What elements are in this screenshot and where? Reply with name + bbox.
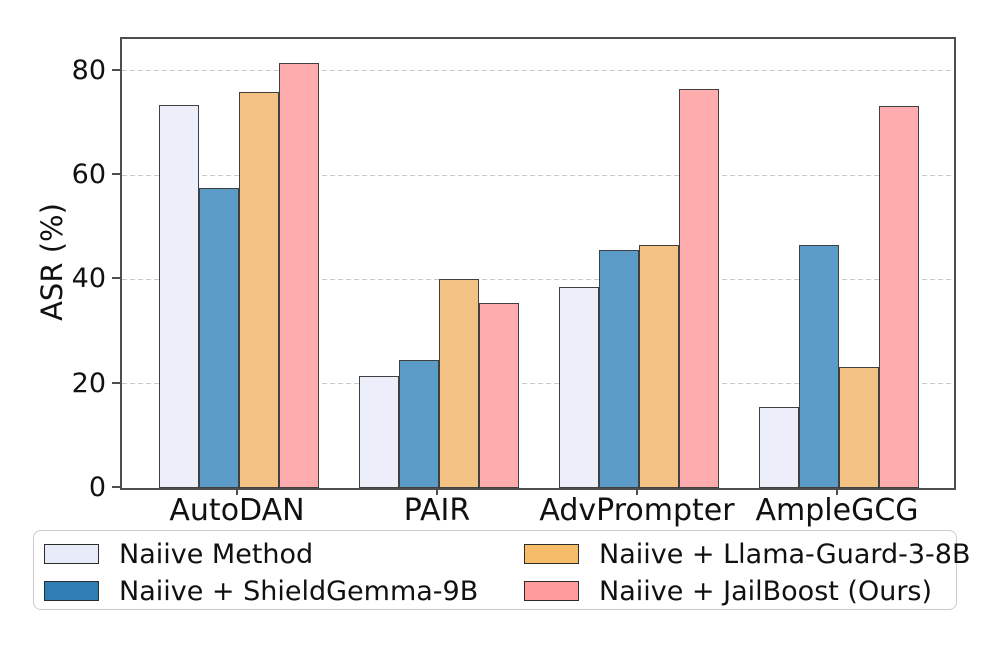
bar-pair-naiive-llama-guard-3-8b — [439, 279, 479, 488]
plot-area — [120, 37, 956, 490]
bar-amplegcg-naiive-jailboost-ours — [879, 106, 919, 488]
bar-amplegcg-naiive-method — [759, 407, 799, 488]
legend-item-naiive-llama-guard-3-8b: Naiive + Llama-Guard-3-8B — [524, 540, 971, 568]
bar-advprompter-naiive-llama-guard-3-8b — [639, 245, 679, 488]
x-tick-label-pair: PAIR — [403, 493, 471, 528]
legend-label: Naiive Method — [119, 538, 314, 570]
legend: Naiive Method Naiive + ShieldGemma-9B Naii… — [33, 530, 971, 610]
bar-autodan-naiive-method — [159, 104, 199, 488]
bar-amplegcg-naiive-llama-guard-3-8b — [839, 366, 879, 488]
legend-label: Naiive + ShieldGemma-9B — [119, 575, 479, 607]
y-tick-label: 20 — [71, 367, 106, 399]
y-axis-title: ASR (%) — [35, 203, 69, 321]
legend-item-naiive-shieldgemma-9b: Naiive + ShieldGemma-9B — [44, 577, 478, 605]
legend-item-naiive-method: Naiive Method — [44, 540, 313, 568]
x-tick-label-amplegcg: AmpleGCG — [755, 493, 919, 528]
x-tick-mark — [636, 488, 638, 495]
legend-swatch-naiive-shieldgemma-9b — [44, 581, 99, 601]
legend-item-naiive-jailboost-ours: Naiive + JailBoost (Ours) — [524, 577, 932, 605]
bar-autodan-naiive-shieldgemma-9b — [199, 188, 239, 488]
gridline-60 — [122, 174, 954, 176]
bar-amplegcg-naiive-shieldgemma-9b — [799, 245, 839, 488]
x-tick-label-advprompter: AdvPrompter — [539, 493, 735, 528]
y-tick-mark — [112, 173, 120, 176]
y-tick-label: 40 — [71, 263, 106, 295]
y-tick-mark — [112, 68, 120, 71]
y-tick-mark — [112, 381, 120, 384]
legend-label: Naiive + Llama-Guard-3-8B — [599, 538, 971, 570]
bar-pair-naiive-jailboost-ours — [479, 302, 519, 488]
bar-autodan-naiive-llama-guard-3-8b — [239, 91, 279, 488]
legend-swatch-naiive-llama-guard-3-8b — [524, 544, 579, 564]
bar-advprompter-naiive-method — [559, 287, 599, 488]
y-tick-label: 0 — [88, 472, 106, 503]
legend-swatch-naiive-method — [44, 544, 99, 564]
bar-pair-naiive-shieldgemma-9b — [399, 360, 439, 488]
legend-label: Naiive + JailBoost (Ours) — [599, 575, 933, 607]
y-tick-mark — [112, 277, 120, 280]
gridline-20 — [122, 383, 954, 385]
gridline-80 — [122, 70, 954, 72]
bar-autodan-naiive-jailboost-ours — [279, 63, 319, 488]
y-tick-mark — [112, 486, 120, 488]
bar-advprompter-naiive-shieldgemma-9b — [599, 249, 639, 488]
x-tick-label-autodan: AutoDAN — [169, 493, 305, 528]
y-tick-label: 60 — [71, 159, 106, 191]
bar-pair-naiive-method — [359, 375, 399, 488]
x-tick-mark — [836, 488, 838, 495]
y-tick-label: 80 — [71, 54, 106, 86]
gridline-40 — [122, 278, 954, 280]
x-tick-mark — [436, 488, 438, 495]
x-tick-mark — [236, 488, 238, 495]
legend-swatch-naiive-jailboost-ours — [524, 581, 579, 601]
bar-advprompter-naiive-jailboost-ours — [679, 89, 719, 488]
